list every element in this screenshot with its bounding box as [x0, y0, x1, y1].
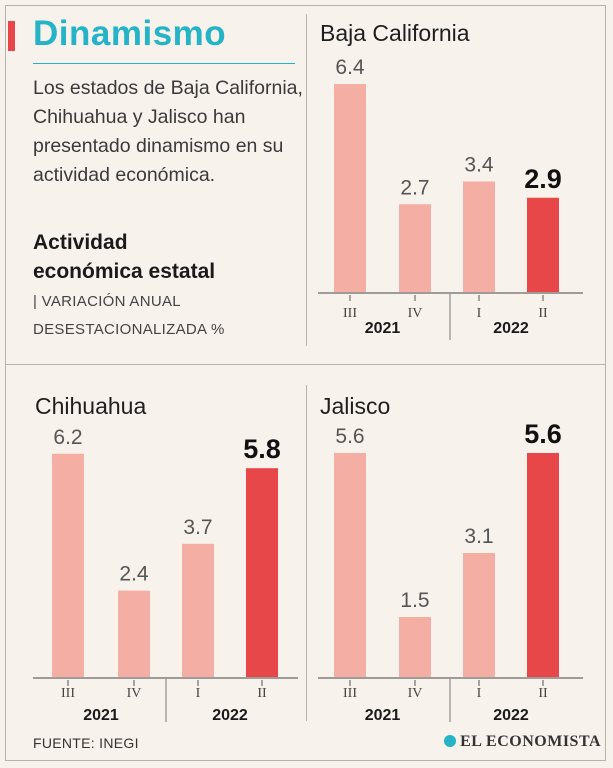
- data-label: 1.5: [400, 589, 429, 612]
- year-label: 2022: [212, 707, 248, 724]
- bar: [182, 543, 214, 677]
- chart-title: Chihuahua: [35, 393, 146, 419]
- brand-name: EL ECONOMISTA: [460, 733, 601, 750]
- chart-title: Baja California: [320, 20, 470, 46]
- intro-text: Los estados de Baja California, Chihuahu…: [33, 77, 303, 186]
- source-note: FUENTE: INEGI: [33, 735, 139, 751]
- year-label: 2021: [365, 320, 401, 337]
- bar: [527, 453, 559, 677]
- tick-label: I: [196, 686, 201, 701]
- divider-middle: [5, 364, 606, 365]
- bar: [334, 84, 366, 292]
- unit-note-line-1: | VARIACIÓN ANUAL: [33, 293, 181, 310]
- brand-logo: EL ECONOMISTA: [444, 733, 601, 751]
- data-label: 5.8: [243, 434, 281, 464]
- chart-title: Jalisco: [320, 393, 390, 419]
- tick-label: IV: [408, 686, 423, 701]
- year-label: 2021: [365, 707, 401, 724]
- data-label: 2.4: [119, 563, 149, 586]
- title-accent-bar: [8, 21, 15, 51]
- data-label: 3.7: [183, 516, 212, 539]
- year-label: 2022: [493, 707, 529, 724]
- tick-label: III: [343, 306, 357, 321]
- tick-label: IV: [408, 306, 423, 321]
- unit-note-line-2: DESESTACIONALIZADA %: [33, 321, 225, 338]
- bar: [399, 617, 431, 677]
- divider-top: [306, 14, 307, 346]
- tick-label: I: [477, 306, 482, 321]
- data-label: 2.9: [524, 164, 562, 194]
- data-label: 3.1: [464, 525, 493, 548]
- bar: [527, 197, 559, 292]
- subtitle: Actividad económica estatal: [33, 228, 215, 286]
- tick-label: II: [538, 686, 548, 701]
- title-rule: [33, 63, 295, 64]
- infographic-frame: [5, 5, 606, 761]
- tick-label: II: [257, 686, 267, 701]
- data-label: 6.4: [335, 56, 365, 79]
- data-label: 3.4: [464, 154, 494, 177]
- tick-label: IV: [127, 686, 142, 701]
- year-label: 2022: [493, 320, 529, 337]
- page-title: Dinamismo: [33, 14, 227, 53]
- bar: [52, 453, 84, 677]
- bar: [463, 181, 495, 292]
- unit-note: | VARIACIÓN ANUAL DESESTACIONALIZADA %: [33, 288, 303, 344]
- globe-icon: [444, 735, 457, 747]
- tick-label: I: [477, 686, 482, 701]
- subtitle-line-1: Actividad: [33, 231, 128, 254]
- data-label: 5.6: [524, 419, 562, 449]
- tick-label: III: [61, 686, 75, 701]
- bar: [463, 553, 495, 677]
- tick-label: III: [343, 686, 357, 701]
- data-label: 5.6: [335, 425, 364, 448]
- data-label: 6.2: [53, 426, 82, 449]
- year-label: 2021: [83, 707, 119, 724]
- bar: [334, 453, 366, 677]
- subtitle-line-2: económica estatal: [33, 260, 216, 283]
- bar: [399, 204, 431, 292]
- bar: [118, 590, 150, 677]
- divider-bottom: [306, 385, 307, 721]
- data-label: 2.7: [400, 176, 429, 199]
- bar: [246, 468, 278, 677]
- tick-label: II: [538, 306, 548, 321]
